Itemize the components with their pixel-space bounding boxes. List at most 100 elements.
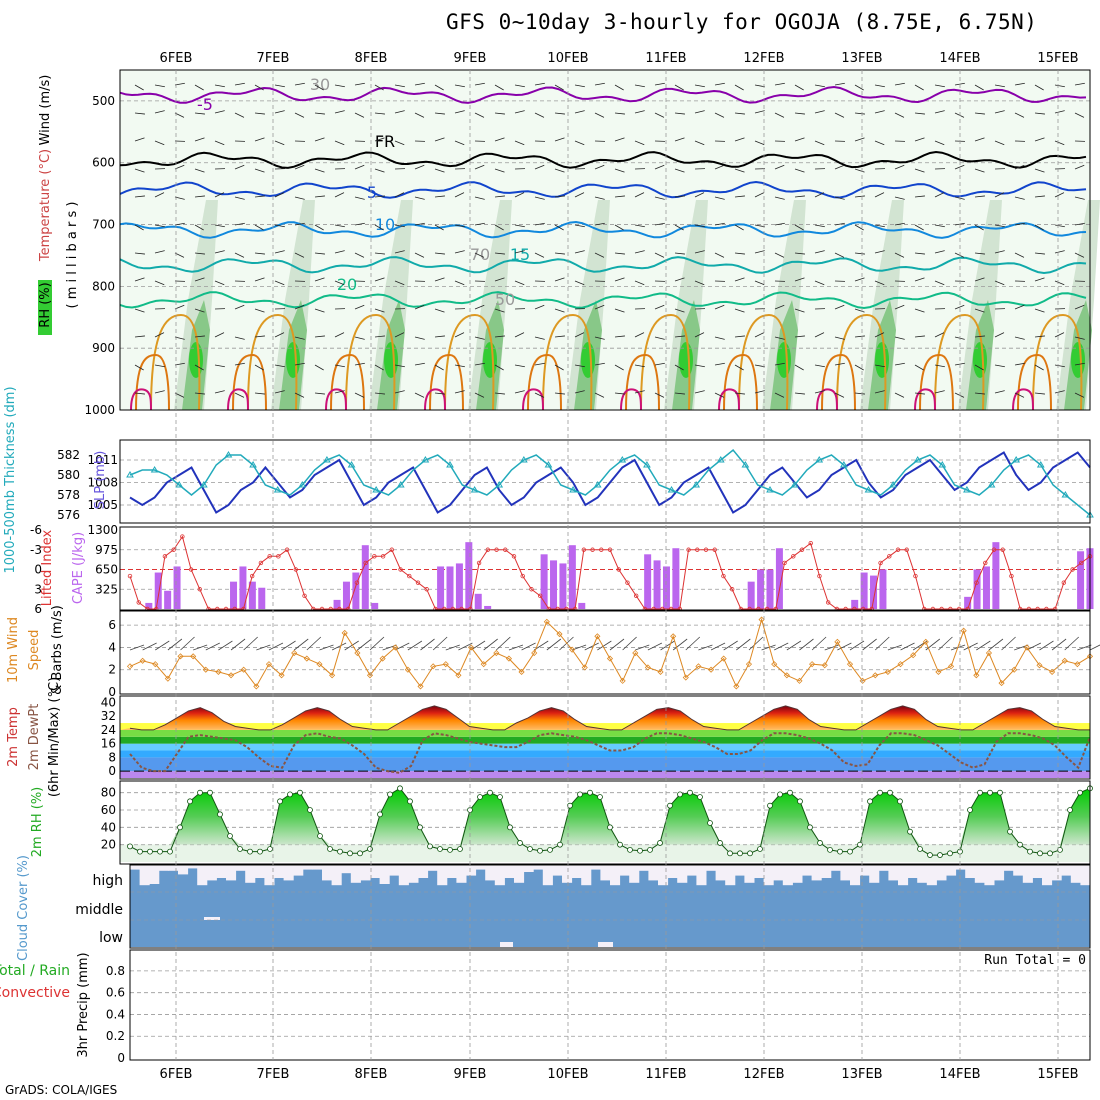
wind-barb [887,644,903,651]
thickness-marker [569,486,577,493]
wind-barb [654,112,665,118]
rh-max [189,342,203,378]
wind-barb [1014,336,1025,340]
rh-point [537,847,543,854]
wind-barb [654,82,665,86]
li-point [424,587,429,592]
wind-barb [914,168,925,173]
wind-barb [954,252,965,258]
wind-barb [1014,252,1025,258]
wind-barb [281,640,296,651]
wind-barb [654,392,665,398]
wind-barb [734,392,745,395]
wind-speed-point [265,661,273,668]
cloud-high-gap [264,866,275,886]
wind-barb [494,252,505,255]
thickness-marker [199,481,208,488]
wind-barb [1054,110,1065,114]
temperature-contour-hot [723,353,758,411]
thickness-marker [716,456,725,463]
li-point [503,547,508,552]
wind-speed-point [126,663,134,670]
wind-barb [314,335,325,338]
rh-point [847,848,853,855]
rh-point [507,824,513,831]
wind-barb [734,137,745,142]
cloud-high-gap [782,866,793,886]
wind-barb [354,164,365,170]
cloud-high-gap [456,866,467,883]
date-label-top: 14FEB [939,51,980,66]
cloud-high-gap [610,866,621,886]
rh-point [157,848,163,855]
rh-point [437,846,443,852]
rh-point [967,807,973,813]
wind-barb [794,252,805,255]
temp-tick: 16 [101,737,116,751]
wind-barb [754,280,765,286]
temp-tick: 40 [101,695,116,709]
temp-band [120,771,1090,778]
cloud-high-gap [562,866,573,883]
wind-barb [914,112,925,115]
date-label-top: 12FEB [743,51,784,66]
panel-wind-frame [119,610,1091,695]
slp-tick: 1011 [87,453,118,467]
wind-barb [734,224,744,231]
wind-speed-point [745,661,753,668]
cloud-high-gap [494,866,505,886]
li-point [878,560,883,566]
wind-barb [837,642,852,651]
cloud-high-gap [274,866,285,878]
contour-label: 15 [510,245,530,264]
date-label-bottom: 11FEB [645,1067,686,1082]
wind-barb [614,168,625,173]
wind-barb [1051,638,1067,651]
thickness-marker [913,456,922,463]
date-label-top: 11FEB [645,51,686,66]
cloud-high-gap [504,866,515,878]
wind-barb [494,84,504,91]
cape-tick: 650 [95,563,118,577]
wind-barb [1054,280,1065,286]
wind-barb [174,164,185,170]
wind-barb [1034,335,1045,338]
wind-barb [174,336,185,340]
wind-barb [814,140,825,146]
wind-speed-point [518,668,525,676]
label-minmax: (6hr Min/Max) (°C) [47,677,62,797]
cloud-high-gap [197,866,208,886]
wind-barb [234,164,245,170]
wind-barb [508,644,524,651]
wind-barb [954,304,965,310]
rh-point [837,848,843,855]
wind-barb [1026,642,1042,651]
wind-barb [514,192,525,198]
cape-tick: 975 [95,543,118,557]
wind-barb [1014,196,1025,200]
cloud-high-gap [187,866,198,869]
wind-barb [494,112,505,115]
wind-barb [294,362,305,366]
wind-speed-point [644,664,651,671]
wind-barb [754,84,765,88]
wind-barb [894,222,905,226]
wind-barb [1014,222,1025,226]
li-point [887,554,892,559]
rh-point [487,789,493,796]
wind-barb [554,137,565,142]
wind-speed-point [947,663,955,670]
cape-li-layer: 1300 975 650 325 -6 -3 0 3 6 [30,523,1094,616]
wind-barb [514,224,525,228]
wind-speed-point [733,683,740,690]
rh-point [737,850,743,857]
slp-tick: 1008 [87,476,118,490]
li-line [129,535,1091,610]
li-point [974,580,979,585]
rh-point [557,841,563,848]
wind-barb [674,335,685,338]
wind-barb [674,252,685,255]
wind-barb [714,392,725,398]
thickness-marker [864,486,873,493]
wind-barb [614,335,625,338]
